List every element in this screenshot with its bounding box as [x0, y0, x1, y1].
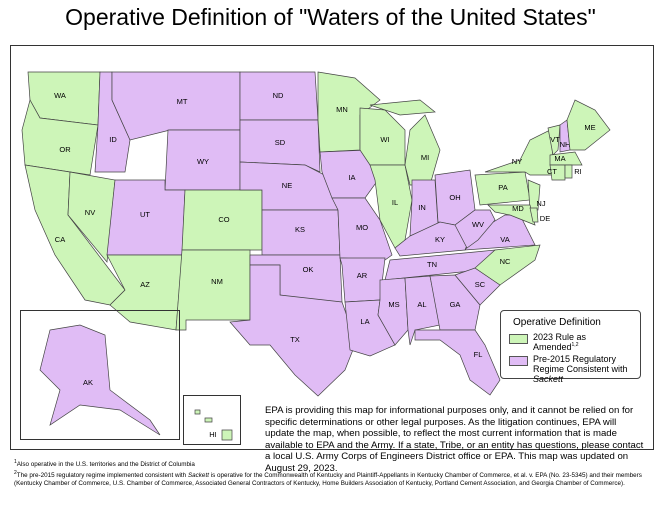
state-label-ar: AR	[357, 271, 368, 280]
state-label-ia: IA	[348, 173, 355, 182]
state-nj	[527, 179, 541, 211]
footnote-1: 1Also operative in the U.S. territories …	[14, 459, 195, 469]
state-label-ct: CT	[547, 167, 557, 176]
state-label-oh: OH	[449, 193, 460, 202]
state-label-de: DE	[540, 214, 550, 223]
state-nv	[67, 171, 116, 263]
state-label-ks: KS	[295, 225, 305, 234]
state-label-hi: HI	[209, 430, 217, 439]
state-label-ky: KY	[435, 235, 445, 244]
state-mo	[331, 197, 393, 261]
state-ak	[39, 324, 161, 436]
state-label-il: IL	[392, 198, 398, 207]
state-mi	[369, 99, 436, 116]
footnotes: 1Also operative in the U.S. territories …	[14, 458, 654, 488]
state-label-nd: ND	[273, 91, 284, 100]
state-label-ga: GA	[450, 300, 461, 309]
state-label-pa: PA	[498, 183, 507, 192]
state-ct	[549, 164, 566, 181]
state-label-nv: NV	[85, 208, 95, 217]
state-label-wa: WA	[54, 91, 66, 100]
state-hi	[194, 409, 201, 415]
map-frame	[10, 45, 654, 450]
state-label-mt: MT	[177, 97, 188, 106]
state-or	[21, 99, 99, 176]
state-label-al: AL	[417, 300, 426, 309]
state-label-ri: RI	[574, 167, 582, 176]
state-label-vt: VT	[550, 135, 560, 144]
state-label-wv: WV	[472, 220, 484, 229]
state-wv	[454, 209, 496, 249]
state-label-me: ME	[584, 123, 595, 132]
state-label-mo: MO	[356, 223, 368, 232]
state-label-sc: SC	[475, 280, 486, 289]
state-label-id: ID	[109, 135, 117, 144]
state-label-nm: NM	[211, 277, 223, 286]
state-label-wi: WI	[380, 135, 389, 144]
state-label-ok: OK	[303, 265, 314, 274]
state-label-mi: MI	[421, 153, 429, 162]
state-nm	[175, 249, 251, 331]
state-label-or: OR	[59, 145, 71, 154]
state-de	[529, 207, 539, 223]
state-label-mn: MN	[336, 105, 348, 114]
state-label-va: VA	[500, 235, 509, 244]
state-hi	[204, 417, 213, 423]
state-label-ms: MS	[388, 300, 399, 309]
legend-swatch-green	[509, 334, 528, 344]
hawaii-inset	[183, 395, 241, 445]
state-mi	[404, 114, 441, 186]
state-label-ma: MA	[554, 154, 565, 163]
state-tx	[229, 264, 357, 397]
state-label-in: IN	[418, 203, 426, 212]
state-ri	[564, 164, 573, 179]
disclaimer-text: EPA is providing this map for informatio…	[265, 405, 644, 474]
state-label-ne: NE	[282, 181, 292, 190]
state-label-ca: CA	[55, 235, 65, 244]
state-vt	[547, 124, 561, 156]
state-label-fl: FL	[474, 350, 483, 359]
legend: Operative Definition 2023 Rule as Amende…	[500, 310, 641, 384]
legend-title: Operative Definition	[513, 317, 601, 328]
state-label-nc: NC	[500, 257, 511, 266]
legend-item-2023-rule: 2023 Rule as Amended1,2	[509, 332, 632, 352]
state-label-nj: NJ	[536, 199, 545, 208]
state-label-ny: NY	[512, 157, 522, 166]
legend-item-pre-2015: Pre-2015 Regulatory Regime Consistent wi…	[509, 354, 632, 384]
state-sd	[239, 119, 321, 173]
state-label-tn: TN	[427, 260, 437, 269]
state-hi	[221, 429, 233, 441]
state-label-ak: AK	[83, 378, 93, 387]
state-ny	[484, 129, 556, 176]
state-label-tx: TX	[290, 335, 300, 344]
state-label-nh: NH	[560, 140, 571, 149]
alaska-inset	[20, 310, 180, 440]
state-label-la: LA	[360, 317, 369, 326]
state-me	[566, 99, 611, 151]
legend-swatch-purple	[509, 356, 528, 366]
state-label-wy: WY	[197, 157, 209, 166]
state-ma	[549, 151, 583, 166]
state-ga	[429, 274, 481, 331]
state-label-sd: SD	[275, 138, 286, 147]
state-label-md: MD	[512, 204, 524, 213]
state-fl	[414, 329, 501, 396]
map-title: Operative Definition of "Waters of the U…	[65, 4, 596, 30]
footnote-2: 2The pre-2015 regulatory regime implemen…	[14, 470, 642, 488]
state-label-co: CO	[218, 215, 229, 224]
state-nc	[474, 244, 541, 286]
state-md	[487, 204, 536, 226]
state-ar	[339, 257, 386, 303]
state-label-ut: UT	[140, 210, 150, 219]
state-label-az: AZ	[140, 280, 150, 289]
